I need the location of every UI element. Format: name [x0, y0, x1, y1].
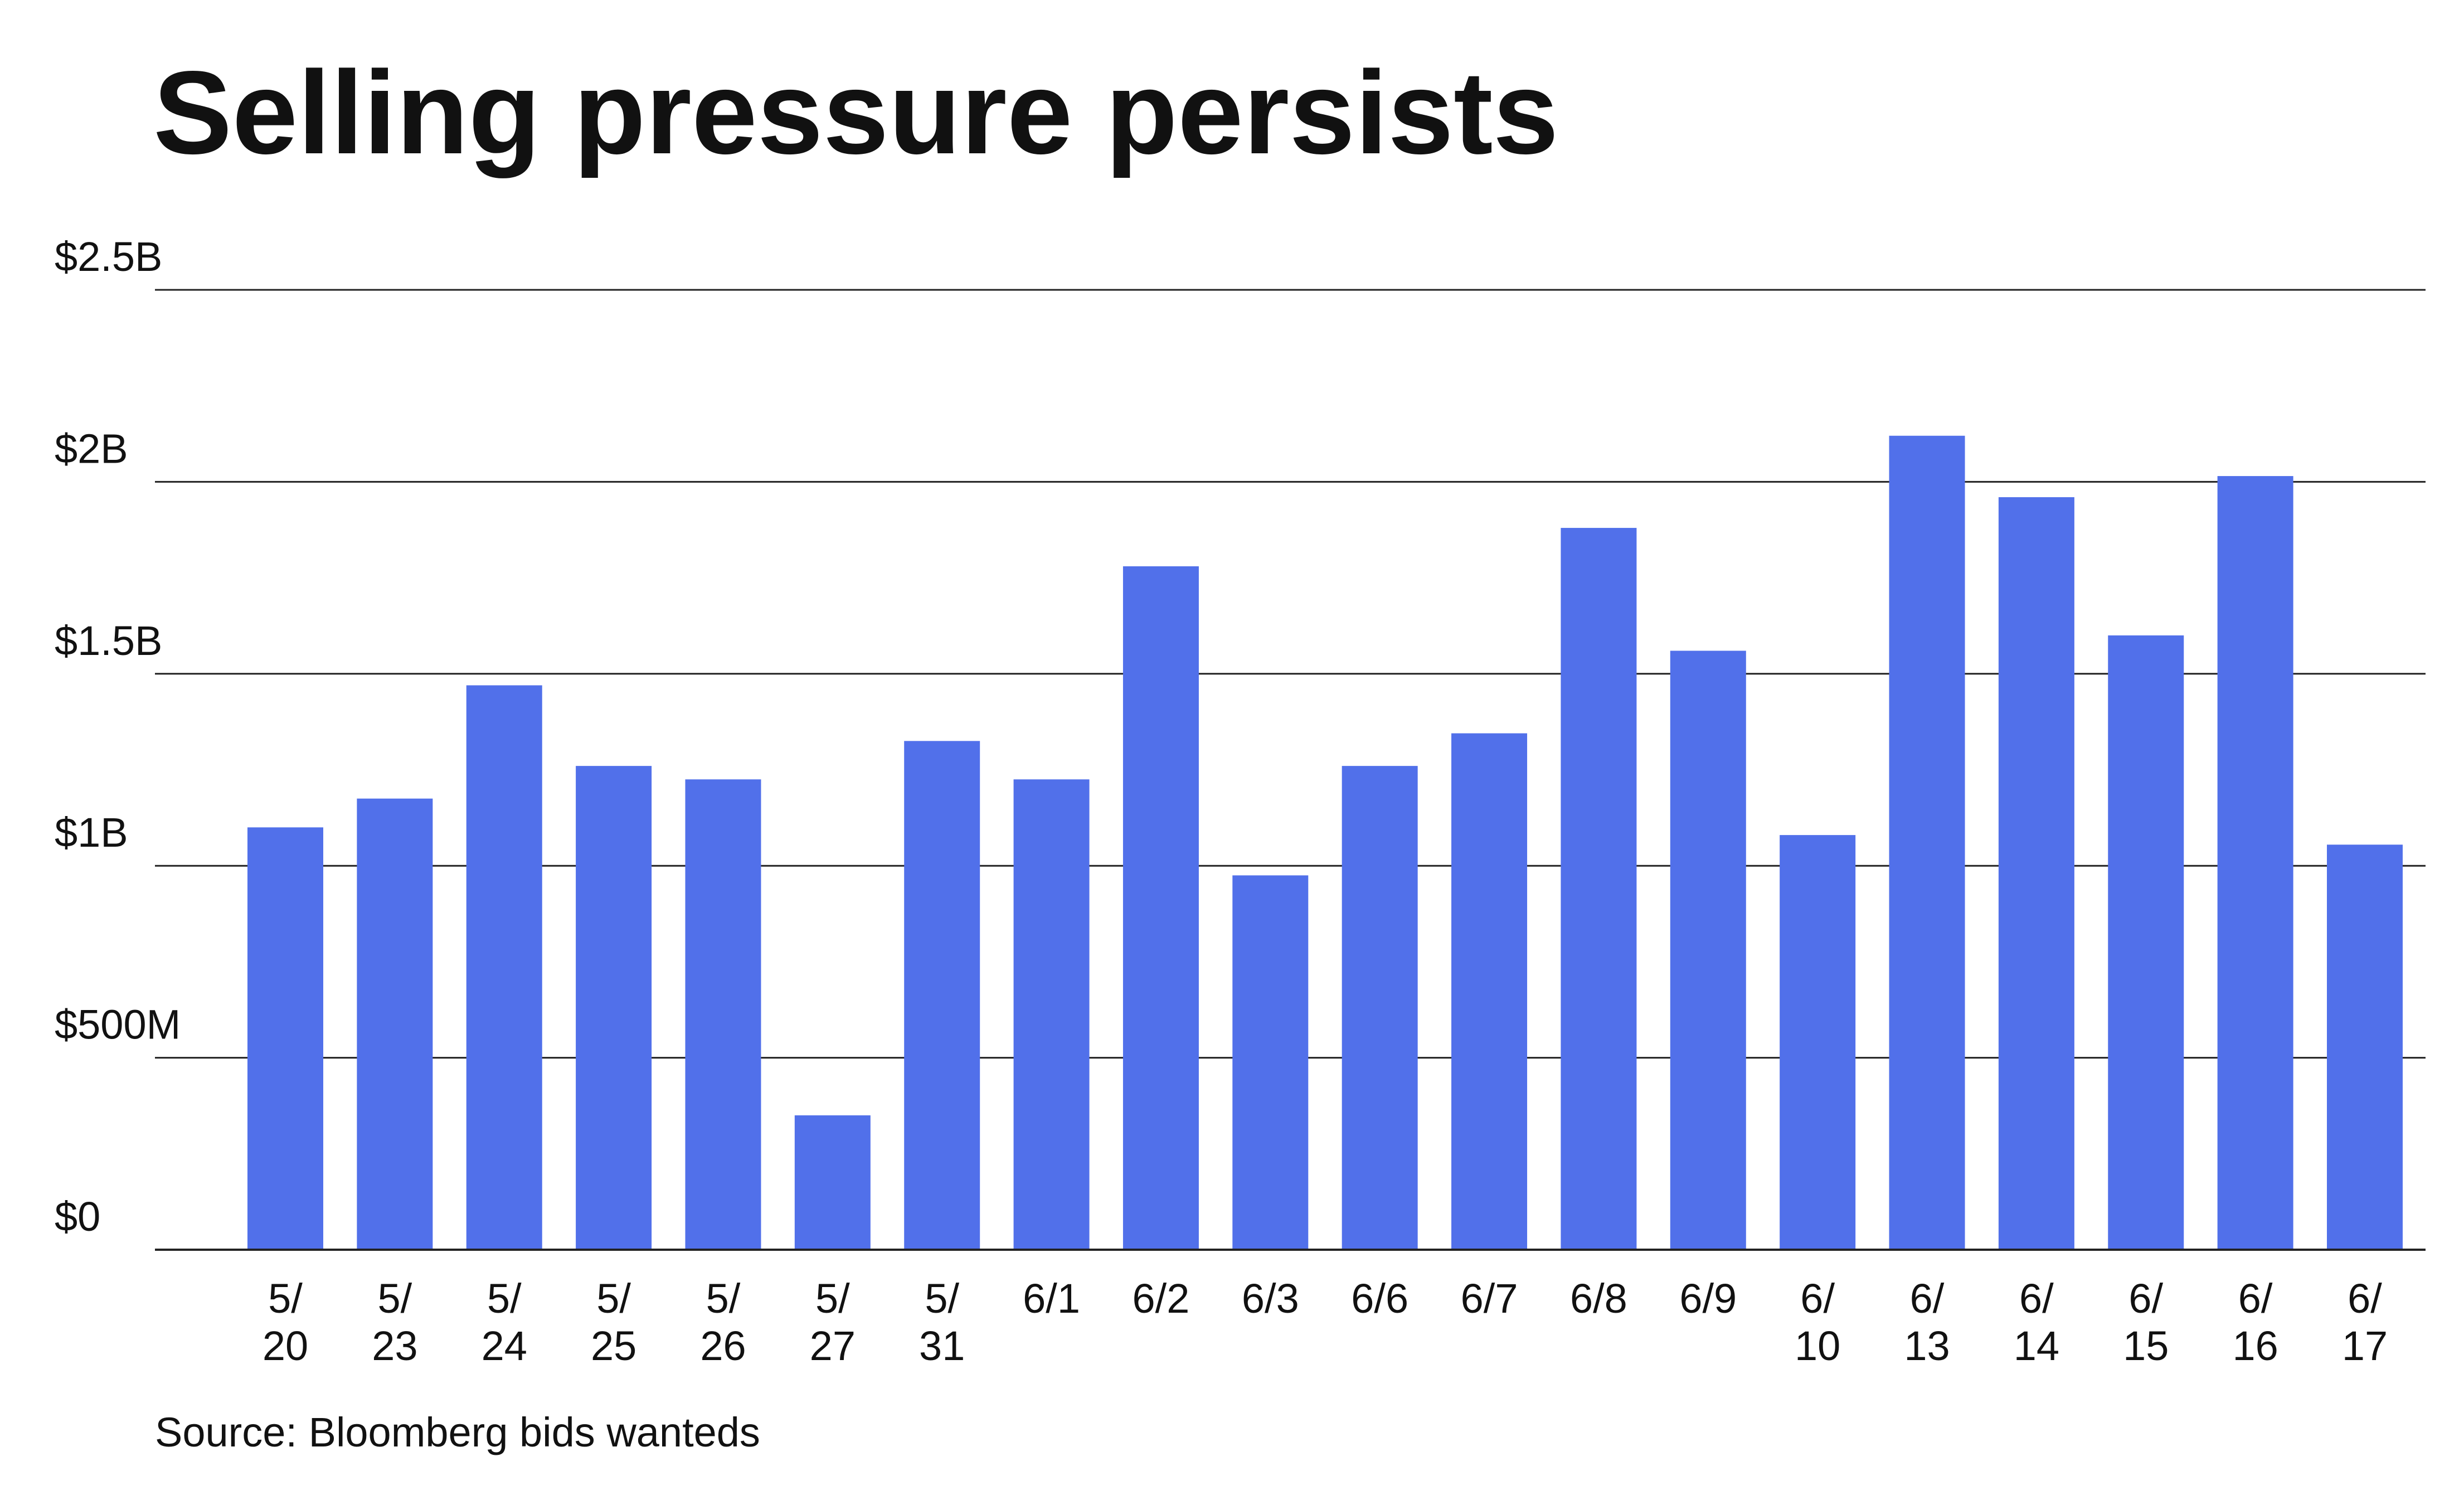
x-tick-label: 5/: [925, 1275, 959, 1322]
chart-title: Selling pressure persists: [153, 46, 1559, 178]
x-tick-label: 6/6: [1351, 1275, 1408, 1322]
source-note: Source: Bloomberg bids wanteds: [155, 1409, 760, 1455]
bar: [2327, 844, 2403, 1250]
x-tick-label: 6/: [1910, 1275, 1945, 1322]
y-tick-label: $1.5B: [55, 618, 162, 664]
bar: [1670, 650, 1746, 1250]
bar: [466, 685, 542, 1250]
y-axis-tick-labels: $0 $500M $1B $1.5B $2B $2.5B: [55, 234, 181, 1240]
y-tick-label: $1B: [55, 809, 128, 856]
bar: [794, 1115, 871, 1250]
y-tick-label: $2B: [55, 425, 128, 472]
x-tick-label: 15: [2123, 1323, 2169, 1369]
bar: [1998, 497, 2074, 1250]
x-tick-label: 5/: [706, 1275, 741, 1322]
x-tick-label: 5/: [815, 1275, 850, 1322]
x-tick-label: 13: [1904, 1323, 1950, 1369]
x-tick-label: 23: [372, 1323, 417, 1369]
x-tick-label: 6/: [2348, 1275, 2382, 1322]
bar: [357, 798, 433, 1250]
x-tick-label: 25: [591, 1323, 636, 1369]
x-tick-label: 10: [1795, 1323, 1840, 1369]
bar: [247, 827, 323, 1250]
bar: [1122, 566, 1199, 1250]
x-tick-label: 17: [2342, 1323, 2388, 1369]
x-tick-label: 26: [700, 1323, 746, 1369]
x-tick-label: 14: [2014, 1323, 2059, 1369]
bar: [2108, 635, 2184, 1250]
x-tick-label: 6/9: [1679, 1275, 1737, 1322]
y-tick-label: $500M: [55, 1002, 181, 1048]
x-tick-label: 6/2: [1133, 1275, 1190, 1322]
x-tick-label: 24: [482, 1323, 527, 1369]
bar: [1889, 435, 1965, 1250]
x-tick-label: 20: [263, 1323, 308, 1369]
bar: [1780, 835, 1856, 1250]
y-tick-label: $2.5B: [55, 234, 162, 280]
x-tick-label: 6/: [2128, 1275, 2163, 1322]
x-tick-label: 5/: [596, 1275, 631, 1322]
x-tick-label: 6/: [2238, 1275, 2273, 1322]
bar: [1232, 875, 1309, 1250]
bar: [576, 766, 652, 1250]
x-tick-label: 6/: [1800, 1275, 1835, 1322]
x-tick-label: 27: [810, 1323, 856, 1369]
bar: [904, 741, 980, 1250]
x-tick-label: 6/3: [1242, 1275, 1299, 1322]
bar: [2217, 476, 2293, 1250]
x-tick-label: 5/: [487, 1275, 522, 1322]
x-tick-label: 6/: [2019, 1275, 2054, 1322]
bars: [247, 435, 2403, 1250]
y-tick-label: $0: [55, 1193, 100, 1240]
bar: [685, 779, 761, 1250]
x-axis-tick-labels: 5/205/235/245/255/265/275/316/1 6/2 6/3 6/6…: [263, 1275, 2388, 1369]
x-tick-label: 16: [2232, 1323, 2278, 1369]
x-tick-label: 6/1: [1023, 1275, 1080, 1322]
x-tick-label: 5/: [378, 1275, 412, 1322]
bar: [1451, 733, 1528, 1250]
x-tick-label: 6/8: [1570, 1275, 1627, 1322]
x-tick-label: 31: [919, 1323, 965, 1369]
x-tick-label: 6/7: [1461, 1275, 1518, 1322]
bar: [1561, 528, 1637, 1250]
x-tick-label: 5/: [268, 1275, 303, 1322]
bar: [1013, 779, 1090, 1250]
bar: [1342, 766, 1418, 1250]
